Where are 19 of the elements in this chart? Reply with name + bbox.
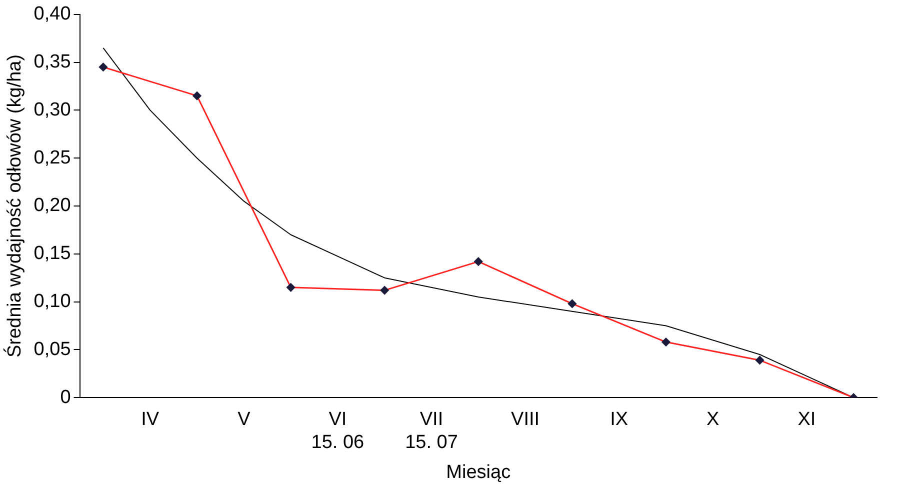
x-tick-label: V (238, 409, 251, 430)
y-tick-label: 0,10 (34, 291, 71, 312)
x-tick-label: VI 15. 06 (311, 409, 364, 454)
x-axis-title: Miesiąc (446, 462, 511, 483)
y-tick-label: 0,20 (34, 195, 71, 216)
y-tick-label: 0,05 (34, 338, 71, 360)
y-axis-title: Średnia wydajność odłowów (kg/ha) (2, 54, 26, 358)
x-tick-label: IX (610, 409, 628, 430)
x-tick-label: VIII (511, 409, 540, 430)
y-tick-label: 0,25 (34, 147, 71, 168)
y-tick-label: 0,35 (34, 52, 71, 73)
y-tick-label: 0,30 (34, 99, 71, 120)
y-tick-label: 0,15 (34, 243, 71, 264)
y-tick-label: 0,40 (34, 4, 71, 25)
y-tick-label: 0 (60, 386, 71, 408)
x-tick-label: XI (798, 409, 816, 430)
x-tick-label: VII 15. 07 (405, 409, 458, 454)
x-tick-label: X (706, 409, 720, 430)
x-tick-label: IV (141, 409, 160, 430)
